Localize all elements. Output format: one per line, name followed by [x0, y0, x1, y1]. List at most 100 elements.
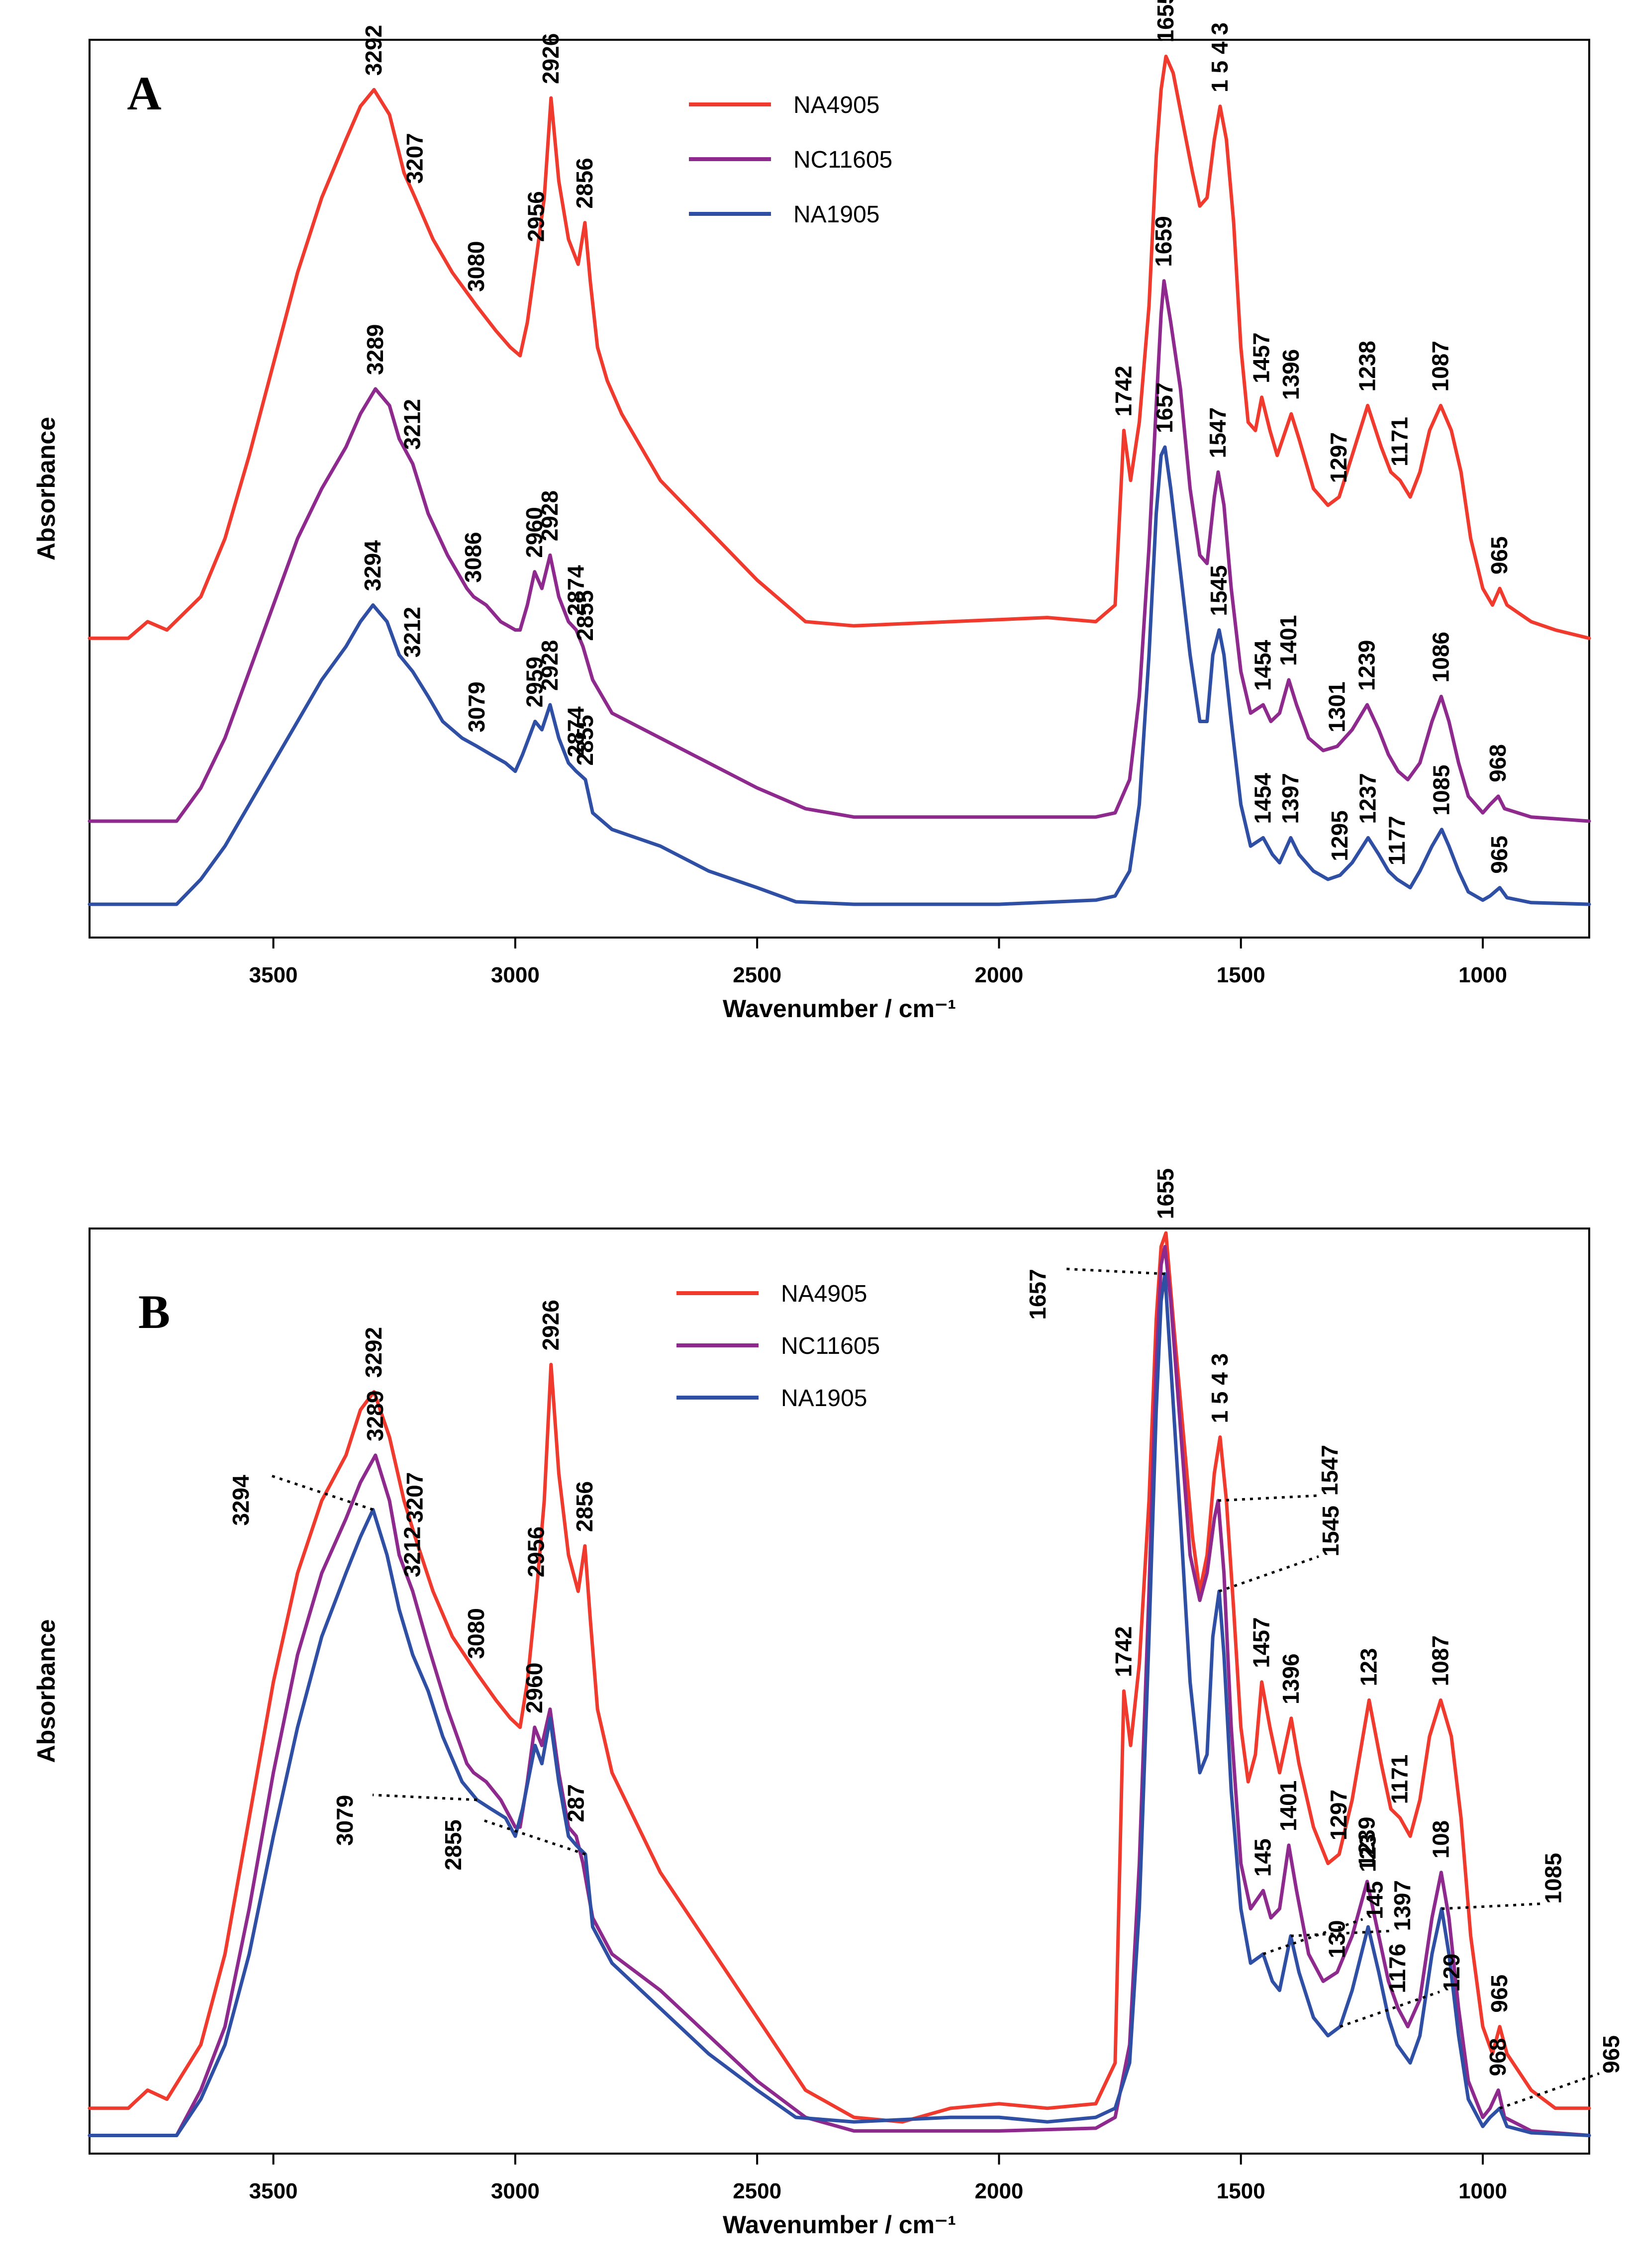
- x-axis-title-b: Wavenumber / cm⁻¹: [723, 2211, 956, 2239]
- legend-label-b-na4905: NA4905: [781, 1281, 867, 1307]
- peak-label-a-9: 1457: [1248, 332, 1274, 383]
- peak-label-a-12: 1238: [1354, 341, 1380, 391]
- peak-label-a-4: 2926: [538, 33, 564, 84]
- peak-label-b-30: 2855: [440, 1819, 466, 1870]
- plot-frame-b: [89, 1228, 1590, 2155]
- peak-label-a-19: 2960: [521, 507, 547, 558]
- peak-label-b-31: 1657: [1025, 1269, 1051, 1320]
- peak-label-a-11: 1297: [1326, 432, 1351, 483]
- legend-label-b-na1905: NA1905: [781, 1385, 867, 1412]
- peak-label-b-13: 1171: [1387, 1754, 1413, 1804]
- peak-label-b-9: 1457: [1248, 1617, 1274, 1668]
- peak-label-b-34: 145: [1361, 1881, 1387, 1919]
- y-axis-title-a: Absorbance: [32, 417, 60, 561]
- peak-label-b-25: 1176: [1384, 1944, 1410, 1993]
- peak-label-b-18: 2960: [521, 1663, 547, 1713]
- peak-label-b-38: 965: [1598, 2035, 1624, 2074]
- peak-label-a-2: 3080: [463, 241, 489, 291]
- legend-label-a-na4905: NA4905: [793, 92, 879, 118]
- peak-label-a-23: 1659: [1151, 216, 1176, 267]
- peak-leader-b-31: [1065, 1267, 1165, 1275]
- peak-label-b-7: 1655: [1152, 1168, 1178, 1219]
- peak-label-b-37: 1085: [1540, 1853, 1566, 1903]
- panel-label-a: A: [127, 67, 161, 120]
- peak-label-a-14: 1087: [1427, 341, 1453, 391]
- peak-label-b-24: 123: [1355, 1834, 1381, 1872]
- peak-label-a-34: 2959: [522, 657, 548, 707]
- peak-label-a-36: 2874: [563, 706, 588, 757]
- peak-label-a-1: 3207: [402, 133, 428, 184]
- peak-label-a-0: 3292: [361, 25, 386, 76]
- series-line-b-na1905: [88, 1272, 1591, 2137]
- x-tick-label-b-2500: 2500: [733, 2179, 781, 2203]
- peak-label-b-1: 3207: [402, 1472, 428, 1523]
- legend-label-a-nc11605: NC11605: [793, 147, 892, 173]
- x-tick-label-a-2000: 2000: [975, 963, 1024, 987]
- x-tick-label-b-1000: 1000: [1458, 2179, 1507, 2203]
- peak-label-a-7: 1655: [1152, 0, 1178, 42]
- peak-label-b-17: 3212: [399, 1526, 425, 1577]
- peak-label-a-17: 3212: [399, 399, 425, 450]
- peak-label-a-41: 1397: [1277, 773, 1303, 824]
- peak-label-a-16: 3289: [362, 324, 388, 375]
- y-axis-title-b: Absorbance: [32, 1619, 60, 1763]
- peak-label-b-36: 129: [1439, 1954, 1464, 1992]
- peak-label-a-37: 2855: [572, 715, 598, 765]
- series-line-a-na1905: [88, 445, 1591, 906]
- peak-label-a-22: 2855: [572, 590, 598, 641]
- legend-label-b-nc11605: NC11605: [781, 1333, 880, 1359]
- peak-label-a-21: 2874: [563, 565, 588, 616]
- peak-leader-b-34: [1262, 1918, 1363, 1956]
- peak-label-b-23: 1239: [1354, 1817, 1380, 1868]
- peak-label-b-16: 3289: [362, 1391, 388, 1441]
- peak-leader-b-36: [1340, 1990, 1440, 2028]
- peak-label-b-3: 2956: [523, 1526, 549, 1577]
- peak-label-a-10: 1396: [1278, 349, 1304, 400]
- peak-label-a-18: 3086: [460, 532, 486, 582]
- x-tick-label-a-3000: 3000: [491, 963, 540, 987]
- peak-label-a-35: 2928: [537, 640, 563, 691]
- peak-label-b-20: 145: [1249, 1838, 1275, 1877]
- x-tick-label-b-2000: 2000: [975, 2179, 1024, 2203]
- peak-label-b-15: 965: [1486, 1975, 1512, 2013]
- peak-leader-b-35: [1290, 1929, 1391, 1937]
- x-tick-label-b-1500: 1500: [1217, 2179, 1265, 2203]
- peak-label-a-8: 1 5 4 3: [1207, 22, 1233, 93]
- peak-leader-b-30: [480, 1818, 586, 1856]
- peak-label-a-13: 1171: [1387, 417, 1413, 467]
- peak-label-a-32: 3212: [399, 607, 425, 658]
- peak-leader-b-37: [1441, 1902, 1541, 1910]
- x-tick-label-a-3500: 3500: [249, 963, 298, 987]
- peak-label-a-24: 1547: [1205, 407, 1231, 458]
- peak-label-b-5: 2856: [572, 1481, 597, 1532]
- peak-leader-b-29: [372, 1794, 478, 1801]
- x-tick-label-b-3500: 3500: [249, 2179, 298, 2203]
- series-line-a-nc11605: [88, 279, 1591, 823]
- legend-label-a-na1905: NA1905: [793, 201, 879, 228]
- x-tick-label-a-2500: 2500: [733, 963, 781, 987]
- peak-label-b-35: 1397: [1389, 1880, 1415, 1931]
- peak-label-a-40: 1454: [1249, 773, 1275, 824]
- peak-label-a-28: 1239: [1354, 640, 1380, 691]
- peak-label-b-12: 123: [1355, 1648, 1381, 1686]
- peak-label-a-26: 1401: [1275, 615, 1301, 666]
- peak-label-b-22: 130: [1324, 1920, 1349, 1959]
- peak-label-b-27: 968: [1485, 2038, 1511, 2077]
- peak-label-b-0: 3292: [361, 1327, 386, 1378]
- panel-label-b: B: [138, 1285, 170, 1338]
- peak-label-a-30: 968: [1485, 744, 1511, 782]
- peak-label-a-29: 1086: [1428, 632, 1453, 682]
- peak-label-a-27: 1301: [1324, 681, 1349, 732]
- x-tick-label-a-1000: 1000: [1458, 963, 1507, 987]
- peak-label-a-46: 965: [1486, 836, 1512, 874]
- peak-label-a-42: 1295: [1327, 810, 1352, 861]
- panel-a: 3500 3000 2500 2000 1500 1000 Wavenumber / cm⁻…: [32, 0, 1591, 1023]
- x-tick-label-b-3000: 3000: [491, 2179, 540, 2203]
- peak-label-b-8: 1 5 4 3: [1207, 1353, 1233, 1423]
- peak-label-b-4: 2926: [538, 1300, 564, 1350]
- series-line-b-na4905: [88, 1231, 1591, 2124]
- peak-label-b-32: 1545: [1318, 1506, 1343, 1556]
- peak-label-b-26: 108: [1428, 1820, 1453, 1859]
